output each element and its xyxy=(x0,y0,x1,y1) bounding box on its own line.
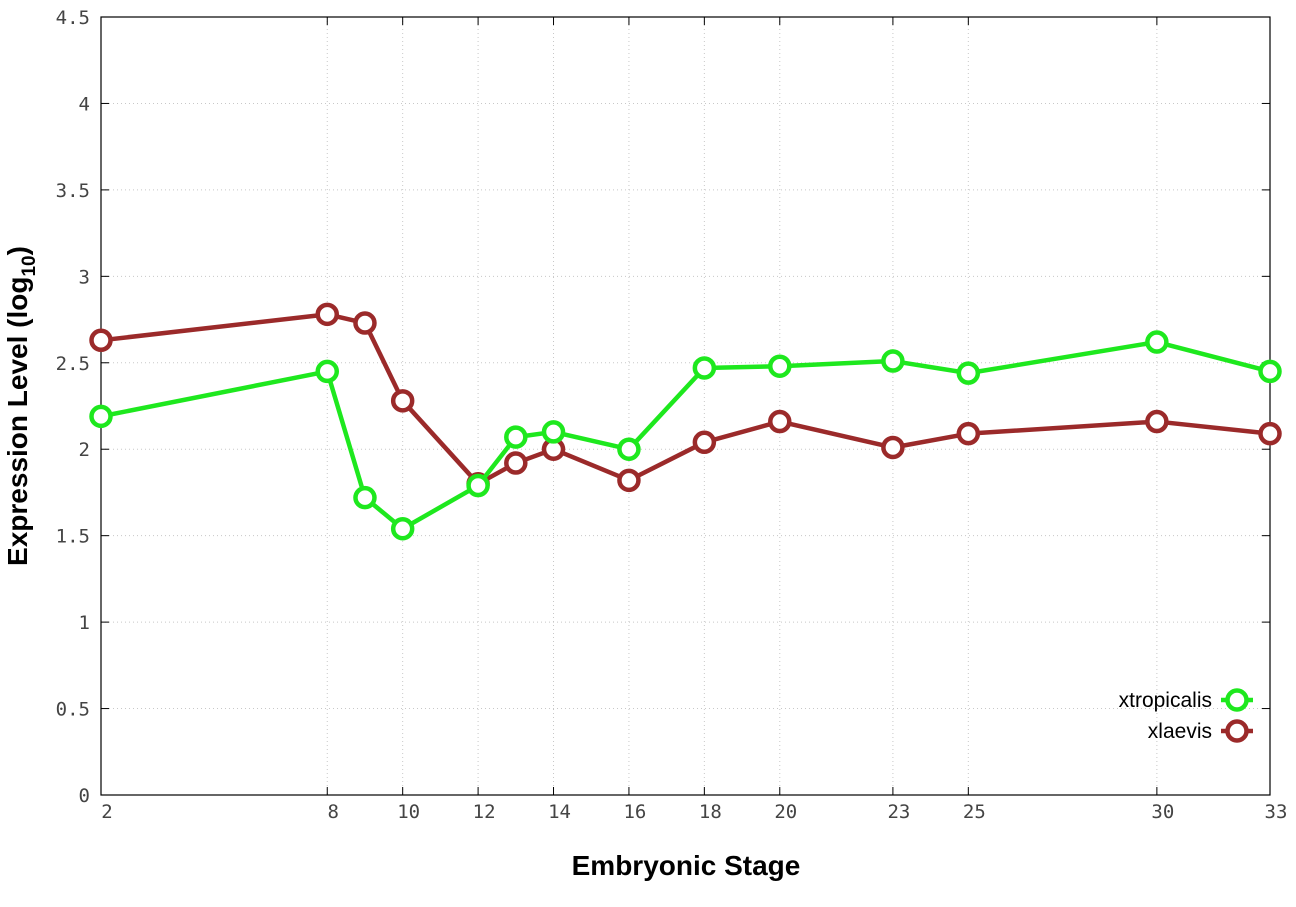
data-point-xlaevis xyxy=(1145,409,1169,434)
data-point-xlaevis xyxy=(768,409,792,434)
x-tick-label: 20 xyxy=(774,801,797,823)
data-point-xtropicalis xyxy=(89,404,113,429)
legend-item-xtropicalis: xtropicalis xyxy=(1119,688,1253,712)
legend-item-xlaevis: xlaevis xyxy=(1148,719,1253,743)
y-tick-label: 2.5 xyxy=(56,353,90,375)
data-point-xlaevis xyxy=(390,389,415,413)
legend: xtropicalis xlaevis xyxy=(1119,688,1253,743)
data-point-xlaevis xyxy=(956,421,981,446)
y-tick-label: 1 xyxy=(79,612,90,634)
data-point-xtropicalis xyxy=(504,425,528,449)
data-point-xtropicalis xyxy=(1145,330,1169,354)
series-line-xtropicalis xyxy=(100,339,1271,532)
y-axis-title-close: ) xyxy=(2,246,33,255)
x-tick-label: 25 xyxy=(963,801,986,823)
data-point-xlaevis xyxy=(617,468,641,493)
data-point-xtropicalis xyxy=(353,485,377,510)
data-point-xtropicalis xyxy=(768,354,792,378)
series-layer xyxy=(89,302,1282,541)
x-tick-label: 23 xyxy=(887,801,910,823)
y-tick-label: 4 xyxy=(79,93,90,115)
y-axis-title-main: Expression Level (log xyxy=(2,277,33,566)
series-line-xlaevis xyxy=(100,312,1271,487)
x-tick-label: 14 xyxy=(548,801,571,823)
y-tick-label: 0.5 xyxy=(56,699,90,721)
data-point-xtropicalis xyxy=(390,517,415,541)
data-point-xtropicalis xyxy=(617,437,641,461)
data-point-xtropicalis xyxy=(881,349,905,373)
y-tick-label: 0 xyxy=(79,785,90,807)
data-point-xlaevis xyxy=(315,302,340,327)
data-point-xtropicalis xyxy=(541,420,566,444)
legend-swatch-marker xyxy=(1225,688,1249,712)
y-tick-label: 4.5 xyxy=(56,7,90,29)
plot-frame xyxy=(100,16,1271,796)
data-point-xlaevis xyxy=(692,430,717,455)
y-axis-title: Expression Level (log10) xyxy=(2,246,40,566)
data-point-xtropicalis xyxy=(692,356,717,380)
data-point-xlaevis xyxy=(1258,421,1282,446)
x-tick-label: 2 xyxy=(101,801,112,823)
x-tick-label: 33 xyxy=(1265,801,1288,823)
x-tick-label: 18 xyxy=(699,801,722,823)
x-tick-label: 10 xyxy=(397,801,420,823)
y-tick-label: 1.5 xyxy=(56,526,90,548)
series-xlaevis xyxy=(89,302,1282,496)
x-axis-title: Embryonic Stage xyxy=(572,850,801,881)
data-point-xlaevis xyxy=(504,451,528,475)
axis-ticks: 0 0.5 1 1.5 2 2.5 3 3.5 4 4.5 2 8 10 12 14 16 18 20 23 25 30… xyxy=(56,7,1288,823)
x-tick-label: 12 xyxy=(473,801,496,823)
data-point-xlaevis xyxy=(881,435,905,460)
data-point-xtropicalis xyxy=(1258,359,1282,384)
data-point-xtropicalis xyxy=(315,359,340,384)
y-axis-title-subscript: 10 xyxy=(19,255,40,276)
series-xtropicalis xyxy=(89,330,1282,541)
legend-label: xtropicalis xyxy=(1119,689,1212,712)
data-point-xtropicalis xyxy=(956,361,981,385)
legend-label: xlaevis xyxy=(1148,720,1212,743)
y-tick-label: 2 xyxy=(79,439,90,461)
data-point-xlaevis xyxy=(89,328,113,353)
x-tick-label: 8 xyxy=(328,801,339,823)
x-tick-label: 30 xyxy=(1151,801,1174,823)
data-point-xtropicalis xyxy=(466,473,490,498)
legend-swatch-marker xyxy=(1225,719,1249,743)
data-point-xlaevis xyxy=(353,311,377,335)
y-tick-label: 3.5 xyxy=(56,180,90,202)
grid xyxy=(101,17,1270,795)
x-tick-label: 16 xyxy=(623,801,646,823)
y-tick-label: 3 xyxy=(79,266,90,288)
